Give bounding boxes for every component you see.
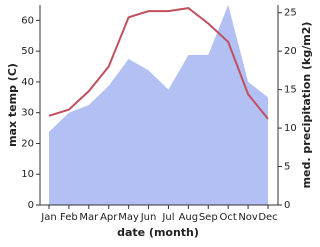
x-tick-label: Apr [100, 212, 118, 223]
x-axis-label: date (month) [117, 226, 199, 239]
y-tick-label: 30 [21, 108, 34, 119]
x-tick-label: Oct [220, 212, 237, 223]
y-tick-label: 20 [21, 138, 34, 149]
y2-axis-label: med. precipitation (kg/m2) [300, 22, 313, 189]
y-axis-label: max temp (C) [6, 63, 19, 147]
x-tick-label: Jun [140, 212, 157, 223]
x-tick-label: Nov [238, 212, 258, 223]
x-tick-label: Jul [161, 212, 174, 223]
temp-line [48, 7, 269, 120]
y-tick-label: 0 [28, 200, 34, 211]
y2-tick-label: 15 [284, 85, 297, 96]
x-tick-label: May [118, 212, 139, 223]
y2-tick-label: 10 [284, 123, 297, 134]
x-tick-label: Jan [40, 212, 56, 223]
y2-tick-label: 0 [284, 200, 290, 211]
y2-tick-label: 5 [284, 162, 290, 173]
y2-tick-label: 25 [284, 8, 297, 19]
x-tick-label: Sep [199, 212, 218, 223]
chart: max temp (C) med. precipitation (kg/m2) … [6, 5, 313, 239]
x-tick-label: Dec [258, 212, 277, 223]
y2-tick-label: 20 [284, 46, 297, 57]
x-tick-label: Mar [79, 212, 99, 223]
x-tick-label: Feb [60, 212, 78, 223]
y-tick-label: 10 [21, 169, 34, 180]
precipitation-area [49, 5, 268, 205]
x-tick-label: Aug [179, 212, 199, 223]
y-tick-label: 50 [21, 46, 34, 57]
y-tick-label: 60 [21, 15, 34, 26]
y-tick-label: 40 [21, 77, 34, 88]
